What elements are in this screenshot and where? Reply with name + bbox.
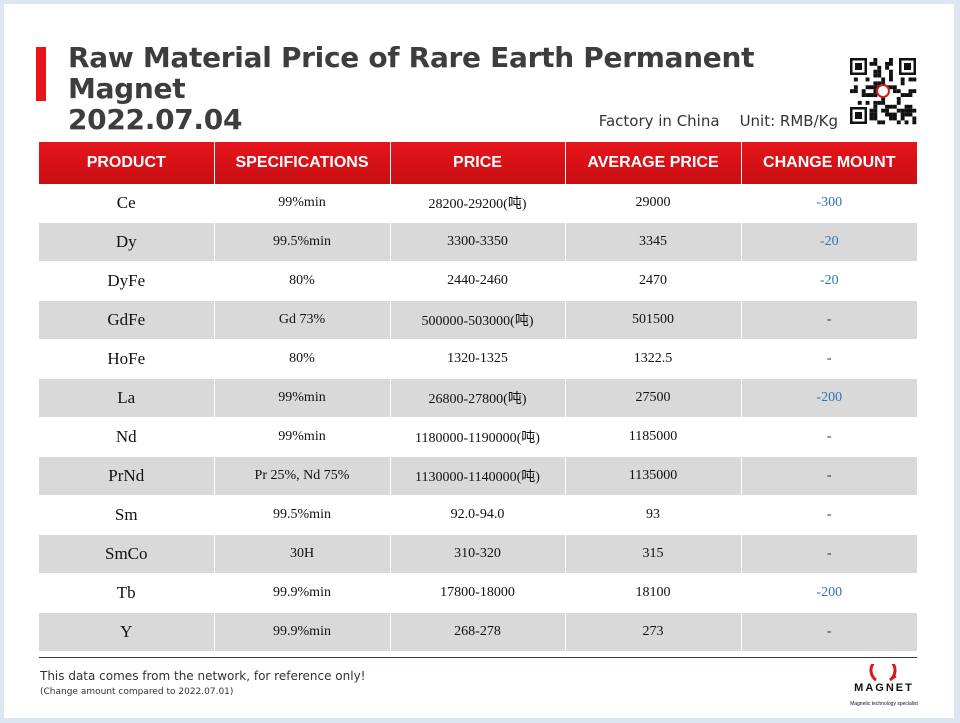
table-row: Y 99.9%min 268-278 273- — [39, 612, 917, 652]
cell-price: 28200-29200(吨) — [390, 184, 566, 223]
col-header-specifications: SPECIFICATIONS — [214, 142, 391, 184]
cell-average-price: 2470 — [565, 261, 742, 301]
cell-change-mount: -20 — [741, 261, 917, 301]
cell-change-mount: - — [741, 612, 917, 652]
cell-average-price: 18100 — [565, 573, 742, 613]
cell-price: 1320-1325 — [390, 339, 566, 379]
cell-average-price: 3345 — [565, 222, 742, 262]
cell-change-mount: - — [741, 495, 917, 535]
col-header-average-price: AVERAGE PRICE — [565, 142, 742, 184]
disclaimer-note: This data comes from the network, for re… — [40, 669, 366, 683]
cell-change-mount: - — [741, 534, 917, 574]
cell-change-mount: - — [741, 300, 917, 340]
cell-average-price: 1135000 — [565, 456, 742, 496]
table-bottom-rule — [39, 657, 917, 658]
table-row: Ce 99%min 28200-29200(吨) 29000 -300 — [39, 184, 917, 223]
cell-specifications: 99.5%min — [214, 222, 391, 262]
cell-product: Ce — [39, 184, 215, 223]
magnet-logo: MAGNET Magnetic technology specialist — [846, 656, 922, 710]
cell-specifications: Gd 73% — [214, 300, 391, 340]
logo-tagline: Magnetic technology specialist — [850, 701, 918, 707]
cell-specifications: 99.5%min — [214, 495, 391, 535]
cell-product: La — [39, 378, 215, 418]
cell-product: HoFe — [39, 339, 215, 379]
cell-price: 310-320 — [390, 534, 566, 574]
table-row: Dy 99.5%min 3300-3350 3345 -20 — [39, 222, 917, 262]
cell-price: 1180000-1190000(吨) — [390, 417, 566, 457]
cell-product: Dy — [39, 222, 215, 262]
cell-price: 500000-503000(吨) — [390, 300, 566, 340]
cell-average-price: 315 — [565, 534, 742, 574]
cell-product: PrNd — [39, 456, 215, 496]
comparison-note: (Change amount compared to 2022.07.01) — [40, 687, 234, 697]
cell-product: Y — [39, 612, 215, 652]
unit-label: Unit: RMB/Kg — [739, 112, 838, 130]
cell-change-mount: -200 — [741, 378, 917, 418]
cell-specifications: 99.9%min — [214, 573, 391, 613]
cell-change-mount: - — [741, 417, 917, 457]
page-title: Raw Material Price of Rare Earth Permane… — [68, 42, 838, 135]
table-row: DyFe 80% 2440-2460 2470 -20 — [39, 261, 917, 301]
table-row: GdFe Gd 73% 500000-503000(吨) 501500- — [39, 300, 917, 340]
cell-change-mount: -20 — [741, 222, 917, 262]
col-header-product: PRODUCT — [39, 142, 215, 184]
col-header-price: PRICE — [390, 142, 566, 184]
cell-product: GdFe — [39, 300, 215, 340]
cell-specifications: 99%min — [214, 184, 391, 223]
title-accent-bar — [36, 47, 46, 101]
cell-change-mount: - — [741, 339, 917, 379]
title-date: 2022.07.04 — [68, 103, 243, 136]
table-row: SmCo 30H 310-320 315- — [39, 534, 917, 574]
cell-price: 268-278 — [390, 612, 566, 652]
cell-product: DyFe — [39, 261, 215, 301]
table-header-row: PRODUCT SPECIFICATIONS PRICE AVERAGE PRI… — [39, 142, 917, 184]
cell-change-mount: -300 — [741, 184, 917, 223]
factory-label: Factory in China — [598, 112, 720, 130]
cell-average-price: 273 — [565, 612, 742, 652]
table-row: La 99%min 26800-27800(吨) 27500 -200 — [39, 378, 917, 418]
cell-product: SmCo — [39, 534, 215, 574]
cell-specifications: 99%min — [214, 378, 391, 418]
cell-change-mount: - — [741, 456, 917, 496]
table-row: Sm 99.5%min 92.0-94.0 93- — [39, 495, 917, 535]
cell-price: 1130000-1140000(吨) — [390, 456, 566, 496]
cell-price: 2440-2460 — [390, 261, 566, 301]
qr-code-icon — [849, 57, 917, 125]
table-row: Nd 99%min 1180000-1190000(吨) 1185000- — [39, 417, 917, 457]
cell-specifications: 30H — [214, 534, 391, 574]
price-table: PRODUCT SPECIFICATIONS PRICE AVERAGE PRI… — [39, 142, 917, 652]
meta-info: Factory in China Unit: RMB/Kg — [599, 112, 838, 130]
table-row: HoFe 80% 1320-1325 1322.5- — [39, 339, 917, 379]
cell-product: Tb — [39, 573, 215, 613]
table-row: Tb 99.9%min 17800-18000 18100 -200 — [39, 573, 917, 613]
cell-average-price: 27500 — [565, 378, 742, 418]
table-row: PrNd Pr 25%, Nd 75% 1130000-1140000(吨) 1135… — [39, 456, 917, 496]
cell-specifications: Pr 25%, Nd 75% — [214, 456, 391, 496]
cell-product: Sm — [39, 495, 215, 535]
cell-change-mount: -200 — [741, 573, 917, 613]
col-header-change-mount: CHANGE MOUNT — [741, 142, 917, 184]
cell-price: 26800-27800(吨) — [390, 378, 566, 418]
cell-price: 3300-3350 — [390, 222, 566, 262]
cell-average-price: 29000 — [565, 184, 742, 223]
cell-price: 92.0-94.0 — [390, 495, 566, 535]
title-line-1: Raw Material Price of Rare Earth Permane… — [68, 41, 755, 105]
price-table-container: PRODUCT SPECIFICATIONS PRICE AVERAGE PRI… — [39, 142, 917, 652]
table-body: Ce 99%min 28200-29200(吨) 29000 -300 Dy 99.5%mi… — [39, 184, 917, 652]
cell-specifications: 80% — [214, 261, 391, 301]
cell-average-price: 1322.5 — [565, 339, 742, 379]
cell-specifications: 99%min — [214, 417, 391, 457]
cell-average-price: 501500 — [565, 300, 742, 340]
cell-average-price: 1185000 — [565, 417, 742, 457]
cell-product: Nd — [39, 417, 215, 457]
cell-specifications: 80% — [214, 339, 391, 379]
cell-price: 17800-18000 — [390, 573, 566, 613]
logo-wordmark: MAGNET — [854, 682, 914, 694]
cell-specifications: 99.9%min — [214, 612, 391, 652]
cell-average-price: 93 — [565, 495, 742, 535]
